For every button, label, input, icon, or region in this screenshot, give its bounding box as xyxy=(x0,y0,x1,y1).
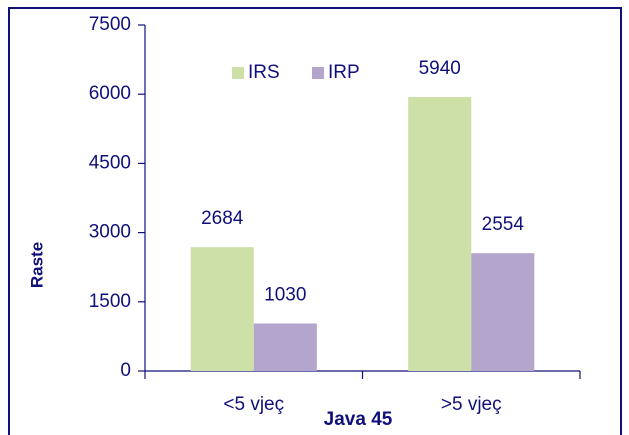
data-label: 1030 xyxy=(264,284,306,305)
x-tick-label: <5 vjeç xyxy=(223,394,284,415)
y-tick-label: 3000 xyxy=(89,222,131,243)
legend-label: IRP xyxy=(328,62,360,83)
bar xyxy=(190,247,254,371)
legend-label: IRS xyxy=(248,62,280,83)
data-label: 2554 xyxy=(482,214,525,235)
legend-swatch xyxy=(312,67,324,79)
data-label: 5940 xyxy=(419,58,461,79)
legend-swatch xyxy=(232,67,244,79)
x-tick-label: >5 vjeç xyxy=(441,394,502,415)
y-tick-label: 7500 xyxy=(89,14,131,35)
bar xyxy=(471,253,535,371)
bar xyxy=(253,323,317,371)
x-axis-label: Java 45 xyxy=(324,409,393,430)
y-tick-label: 4500 xyxy=(89,152,131,173)
data-label: 2684 xyxy=(201,208,244,229)
y-tick-label: 6000 xyxy=(89,83,131,104)
y-axis-label: Raste xyxy=(27,242,46,288)
y-tick-label: 1500 xyxy=(89,291,131,312)
bar xyxy=(408,96,472,371)
y-tick-label: 0 xyxy=(120,360,131,381)
